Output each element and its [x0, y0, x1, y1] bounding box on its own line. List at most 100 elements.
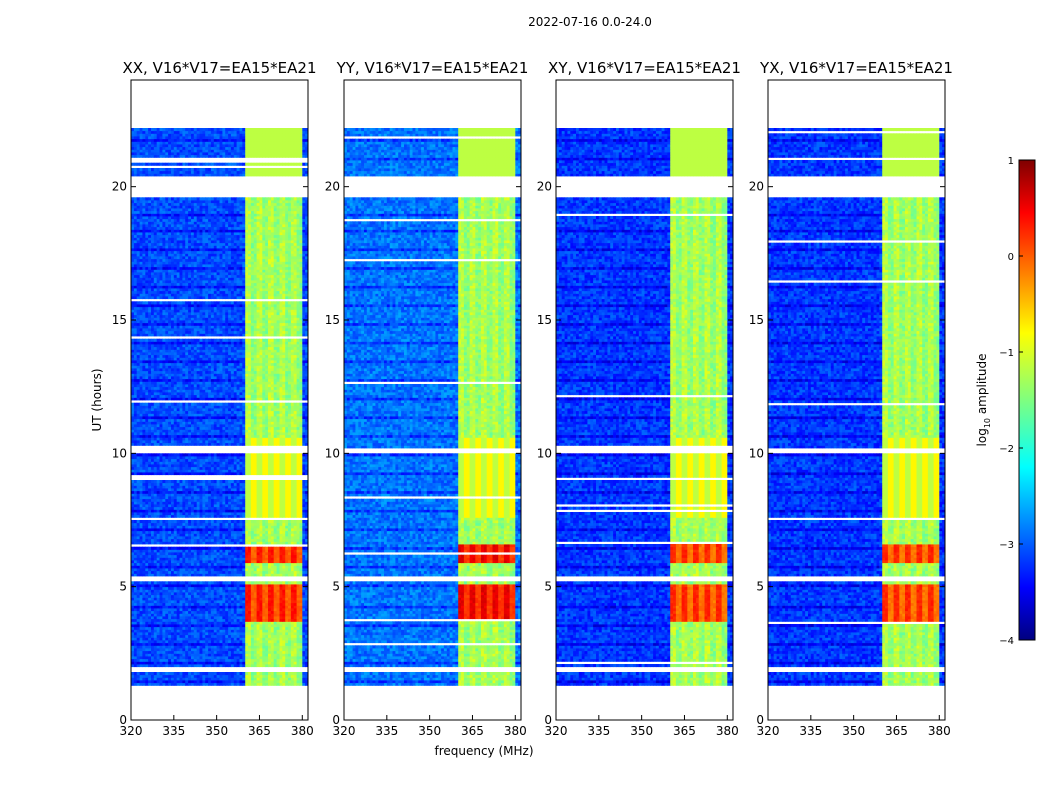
heatmap-cell — [257, 683, 260, 686]
heatmap-cell — [251, 659, 254, 662]
heatmap-cell — [217, 659, 220, 662]
figure: 2022-07-16 0.0-24.0 frequency (MHz) UT (… — [0, 0, 1050, 800]
heatmap-cell — [211, 672, 214, 675]
heatmap-cell — [168, 680, 171, 683]
heatmap-cell — [200, 656, 203, 659]
heatmap-cell — [248, 672, 251, 675]
heatmap-cell — [194, 675, 197, 678]
heatmap-cell — [299, 656, 302, 659]
heatmap-cell — [154, 664, 157, 667]
heatmap-cell — [148, 675, 151, 678]
heatmap-cell — [217, 664, 220, 667]
heatmap-cell — [211, 675, 214, 678]
heatmap-cell — [288, 675, 291, 678]
heatmap-cell — [299, 675, 302, 678]
heatmap-cell — [185, 672, 188, 675]
heatmap-cell — [154, 680, 157, 683]
heatmap-cell — [211, 651, 214, 654]
heatmap-cell — [262, 648, 265, 651]
heatmap-cell — [148, 656, 151, 659]
heatmap-cell — [262, 664, 265, 667]
heatmap-cell — [225, 648, 228, 651]
heatmap-cell — [282, 656, 285, 659]
heatmap-cell — [288, 656, 291, 659]
heatmap-cell — [142, 680, 145, 683]
heatmap-cell — [248, 664, 251, 667]
heatmap-cell — [282, 664, 285, 667]
heatmap-cell — [194, 664, 197, 667]
heatmap-cell — [137, 648, 140, 651]
heatmap-cell — [277, 680, 280, 683]
heatmap-cell — [231, 651, 234, 654]
heatmap-cell — [174, 675, 177, 678]
heatmap-cell — [168, 664, 171, 667]
heatmap-cell — [185, 656, 188, 659]
heatmap-cell — [162, 651, 165, 654]
heatmap-cell — [154, 675, 157, 678]
heatmap-cell — [205, 672, 208, 675]
heatmap-cell — [231, 675, 234, 678]
heatmap-cell — [154, 656, 157, 659]
heatmap-cell — [220, 656, 223, 659]
heatmap-cell — [211, 683, 214, 686]
heatmap-cell — [180, 675, 183, 678]
heatmap-cell — [154, 683, 157, 686]
heatmap-cell — [251, 648, 254, 651]
heatmap-cell — [248, 675, 251, 678]
heatmap-cell — [185, 680, 188, 683]
heatmap-cell — [162, 656, 165, 659]
heatmap-cell — [137, 651, 140, 654]
heatmap-cell — [277, 672, 280, 675]
heatmap-cell — [185, 664, 188, 667]
heatmap-cell — [237, 664, 240, 667]
heatmap-cell — [160, 672, 163, 675]
heatmap-cell — [211, 680, 214, 683]
heatmap-cell — [242, 648, 245, 651]
heatmap-cell — [154, 672, 157, 675]
heatmap-cell — [262, 680, 265, 683]
heatmap-cell — [188, 675, 191, 678]
heatmap-cell — [294, 651, 297, 654]
heatmap-cell — [211, 656, 214, 659]
heatmap-cell — [148, 680, 151, 683]
heatmap-cell — [148, 664, 151, 667]
heatmap-cell — [274, 651, 277, 654]
heatmap-cell — [188, 672, 191, 675]
heatmap-cell — [137, 659, 140, 662]
heatmap-cell — [137, 683, 140, 686]
heatmap-cell — [268, 683, 271, 686]
heatmap-cell — [185, 648, 188, 651]
heatmap-cell — [162, 659, 165, 662]
heatmap-cell — [168, 672, 171, 675]
heatmap-cell — [137, 656, 140, 659]
heatmap-cell — [142, 675, 145, 678]
heatmap-cell — [200, 664, 203, 667]
heatmap-cell — [217, 683, 220, 686]
heatmap-cell — [185, 683, 188, 686]
heatmap-cell — [148, 648, 151, 651]
heatmap-cell — [180, 659, 183, 662]
heatmap-cell — [251, 664, 254, 667]
heatmap-cell — [142, 659, 145, 662]
heatmap-cell — [237, 648, 240, 651]
heatmap-cell — [220, 659, 223, 662]
figure-title: 2022-07-16 0.0-24.0 — [528, 15, 652, 29]
heatmap-cell — [242, 651, 245, 654]
heatmap-cell — [257, 675, 260, 678]
heatmap-cell — [188, 664, 191, 667]
heatmap-cell — [268, 675, 271, 678]
heatmap-cell — [205, 675, 208, 678]
heatmap-cell — [294, 683, 297, 686]
heatmap-cell — [220, 672, 223, 675]
heatmap-cell — [180, 680, 183, 683]
heatmap-cell — [262, 675, 265, 678]
heatmap-cell — [274, 659, 277, 662]
heatmap-cell — [288, 683, 291, 686]
heatmap-cell — [200, 683, 203, 686]
heatmap-cell — [154, 648, 157, 651]
heatmap-cell — [185, 675, 188, 678]
heatmap-cell — [174, 659, 177, 662]
heatmap-cell — [205, 648, 208, 651]
heatmap-cell — [277, 664, 280, 667]
heatmap-cell — [274, 683, 277, 686]
